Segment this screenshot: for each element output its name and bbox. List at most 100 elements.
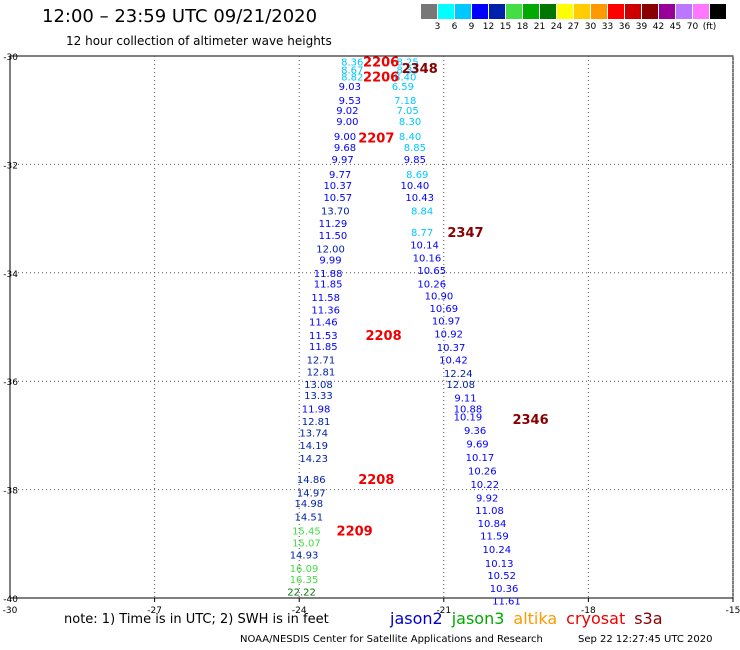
wave-height-point: 8.40 [394,73,416,84]
wave-height-point: 10.43 [405,193,434,204]
wave-height-point: 9.68 [334,143,356,154]
wave-height-point: 12.24 [444,369,473,380]
wave-height-point: 8.25 [397,57,419,68]
wave-height-point: 11.85 [314,280,343,291]
wave-height-point: 10.13 [485,559,514,570]
wave-height-point: 12.71 [307,356,336,367]
wave-height-point: 11.50 [319,231,348,242]
wave-height-point: 11.08 [475,506,504,517]
wave-height-point: 14.51 [295,513,324,524]
wave-height-point: 10.84 [478,519,507,530]
scale-label: 3 [434,22,441,32]
scale-swatch [421,4,437,19]
scale-swatch [659,4,675,19]
wave-height-point: 9.85 [404,155,426,166]
pass-time-label: 2348 [402,62,438,77]
wave-height-point: 10.17 [466,453,495,464]
scale-swatch [591,4,607,19]
scale-swatch [574,4,590,19]
footnote: note: 1) Time is in UTC; 2) SWH is in fe… [64,612,329,627]
wave-height-point: 8.77 [411,228,433,239]
pass-time-label: 2206 [363,55,399,70]
wave-height-point: 11.59 [480,532,509,543]
scale-swatch [608,4,624,19]
scale-swatch [676,4,692,19]
wave-height-point: 13.70 [321,206,350,217]
wave-height-point: 14.23 [299,454,328,465]
scale-label: 24 [550,22,563,32]
wave-height-point: 14.97 [297,488,326,499]
wave-height-point: 9.00 [334,132,356,143]
wave-height-point: 10.52 [487,571,516,582]
scale-swatch [540,4,556,19]
legend-jason3: jason3 [451,609,505,628]
wave-height-point: 22.22 [287,587,316,598]
credit-line: NOAA/NESDIS Center for Satellite Applica… [240,634,543,645]
wave-height-point: 12.00 [316,244,345,255]
wave-height-point: 10.24 [482,545,511,556]
wave-height-point: 10.19 [454,412,483,423]
scale-label: 70 [686,22,699,32]
wave-height-point: 14.86 [297,475,326,486]
wave-height-point: 13.08 [304,380,333,391]
pass-time-label: 2346 [512,413,548,428]
scale-swatch [693,4,709,19]
wave-height-point: 14.93 [290,551,319,562]
wave-height-point: 14.19 [299,441,328,452]
pass-time-label: 2347 [447,226,483,241]
y-tick-label: -32 [3,161,18,171]
wave-height-point: 15.07 [292,539,321,550]
x-tick-label: -24 [292,606,307,616]
wave-height-point: 10.42 [439,356,468,367]
wave-height-point: 10.26 [417,280,446,291]
scale-swatch [506,4,522,19]
wave-height-point: 10.92 [434,330,463,341]
wave-height-point: 10.40 [401,181,430,192]
scale-label: (ft) [702,22,717,32]
plot-frame [9,55,734,599]
wave-height-point: 9.00 [336,117,358,128]
wave-height-point: 11.88 [314,269,343,280]
scale-swatch [642,4,658,19]
scale-label: 27 [567,22,580,32]
pass-time-label: 2207 [358,131,394,146]
scale-swatch [489,4,505,19]
scale-swatch [472,4,488,19]
wave-height-point: 11.61 [492,597,521,608]
wave-height-point: 9.53 [339,96,361,107]
scale-label: 9 [468,22,475,32]
scale-label: 18 [516,22,529,32]
x-tick-label: -21 [436,606,451,616]
wave-height-point: 10.37 [437,343,466,354]
wave-height-point: 11.85 [309,342,338,353]
wave-height-point: 6.59 [392,82,414,93]
generated-timestamp: Sep 22 12:27:45 UTC 2020 [578,634,713,645]
wave-height-point: 10.26 [468,467,497,478]
scale-label: 12 [482,22,495,32]
scale-swatch [523,4,539,19]
wave-height-point: 10.69 [429,304,458,315]
scale-swatch [557,4,573,19]
x-tick-label: -18 [581,606,596,616]
wave-height-point: 10.57 [323,193,352,204]
scale-label: 15 [499,22,512,32]
wave-height-point: 10.14 [410,241,439,252]
scale-label: 39 [635,22,648,32]
pass-time-label: 2209 [337,524,373,539]
wave-height-point: 11.29 [319,219,348,230]
pass-time-label: 2208 [365,329,401,344]
wave-height-point: 12.81 [307,367,336,378]
wave-height-point: 10.90 [425,292,454,303]
wave-height-point: 7.18 [394,96,416,107]
wave-height-point: 11.58 [311,293,340,304]
wave-height-point: 10.16 [413,254,442,265]
wave-height-point: 15.45 [292,526,321,537]
chart-title: 12:00 – 23:59 UTC 09/21/2020 [42,6,318,27]
wave-height-point: 9.99 [319,255,341,266]
satellite-legend: jason2 jason3 altika cryosat s3a [390,609,672,628]
wave-height-point: 8.82 [341,73,363,84]
scale-swatch [710,4,726,19]
wave-height-point: 8.33 [397,66,419,77]
scale-label: 45 [669,22,682,32]
wave-height-point: 8.40 [399,132,421,143]
